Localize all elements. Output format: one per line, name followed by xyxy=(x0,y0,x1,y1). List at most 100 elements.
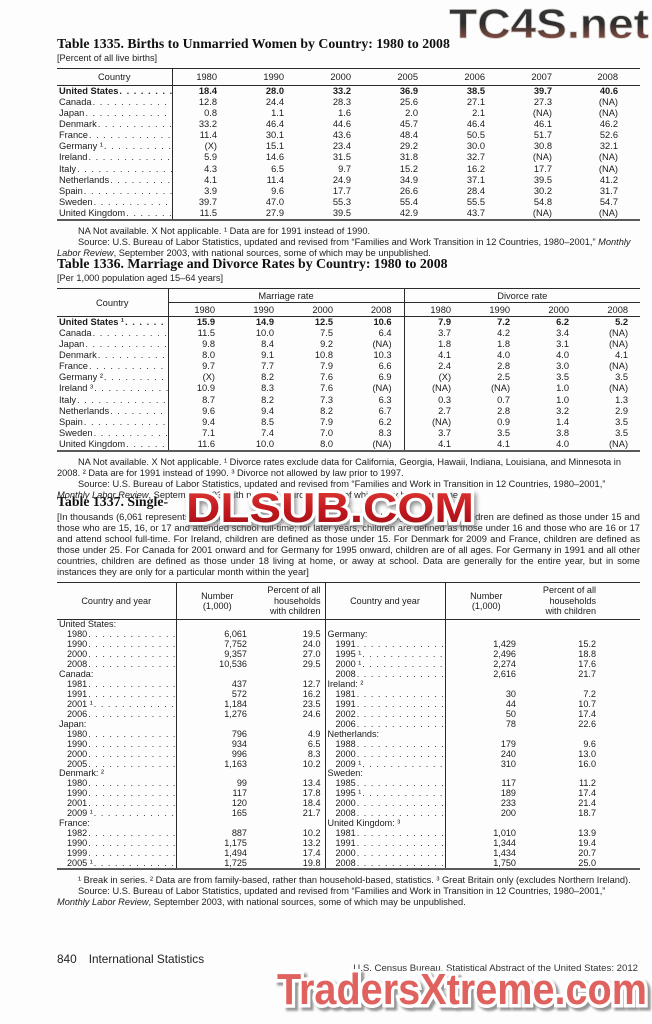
country-cell: France xyxy=(57,130,173,142)
number-cell: 437 xyxy=(231,679,247,690)
number-cell: 78 xyxy=(505,718,516,729)
divorce-rate-cell: 2.7 xyxy=(403,405,464,417)
marriage-rate-cell: 6.7 xyxy=(378,405,392,416)
value-cell: 52.6 xyxy=(599,130,618,141)
dot-leader xyxy=(83,418,168,427)
label-text: 1990 xyxy=(67,838,88,849)
table-1335-section: Table 1335. Births to Unmarried Women by… xyxy=(57,36,640,259)
value-cell: 3.9 xyxy=(204,185,217,196)
label-text: Germany ¹ xyxy=(59,141,103,152)
label-text: United Kingdom xyxy=(59,438,126,449)
number-cell: 1,725 xyxy=(224,857,247,868)
value-cell: 43.7 xyxy=(466,207,485,218)
marriage-rate-cell: 8.5 xyxy=(261,416,274,427)
table-row: Japan 9.8 8.4 9.2 (NA) 1.8 1.8 3.1 (NA) xyxy=(57,339,640,351)
marriage-rate-cell: 14.9 xyxy=(255,316,274,327)
number-cell: 887 xyxy=(231,828,247,839)
dot-leader-label: Denmark xyxy=(59,119,172,129)
divorce-rate-cell: 4.0 xyxy=(497,350,511,361)
dot-leader-label: 1981 xyxy=(328,829,445,838)
dot-leader-label: Italy xyxy=(59,395,168,405)
births-table-header-row: Country 1980 1990 2000 2005 2006 2007 20… xyxy=(57,68,640,86)
dot-leader xyxy=(93,859,176,868)
country-year-cell: Denmark: ² xyxy=(57,769,177,779)
value-cell: 39.7 xyxy=(198,196,217,207)
divorce-rate-cell: 1.0 xyxy=(556,394,570,405)
table-1335-footnote: NA Not available. X Not applicable. ¹ Da… xyxy=(57,226,640,237)
dot-leader xyxy=(124,318,167,327)
value-cell: 33.2 xyxy=(198,119,217,130)
dot-leader xyxy=(356,849,445,858)
table-1337-source: Source: U.S. Bureau of Labor Statistics,… xyxy=(57,886,640,908)
country-year-cell: 1981 xyxy=(324,829,446,839)
number-cell: 9,357 xyxy=(224,649,247,660)
marriage-rate-cell: 10.8 xyxy=(314,350,333,361)
value-cell: 23.4 xyxy=(332,141,351,152)
note-text: Source: U.S. Bureau of Labor Statistics,… xyxy=(78,886,606,897)
table-row: Ireland ³ 10.9 8.3 7.6 (NA) (NA) (NA) 1.0 (NA) xyxy=(57,383,640,395)
country-cell: United Kingdom xyxy=(57,207,173,221)
percent-cell: 24.0 xyxy=(302,639,321,650)
table-row: 1982 887 10.2 1981 1,010 13.9 xyxy=(57,829,640,839)
value-cell: (NA) xyxy=(598,163,618,174)
dot-leader-label: 2008 xyxy=(328,858,445,868)
country-year-cell: 1990 xyxy=(57,739,177,750)
country-year-cell: 2009 ¹ xyxy=(324,759,446,770)
value-cell: 39.5 xyxy=(332,207,351,218)
dot-leader xyxy=(125,440,167,449)
divorce-rate-cell: (NA) xyxy=(403,416,464,428)
value-cell: 42.9 xyxy=(399,207,418,218)
dot-leader xyxy=(356,740,445,749)
column-header-year: 2000 xyxy=(306,68,373,86)
marriage-rate-cell: 8.7 xyxy=(202,394,215,405)
dot-leader-label: Spain xyxy=(59,417,168,427)
percent-cell: 24.6 xyxy=(302,708,321,719)
dot-leader xyxy=(88,362,168,371)
divorce-rate-cell: 3.1 xyxy=(556,339,570,350)
column-header-percent: Percent of all households with children xyxy=(258,582,325,620)
divorce-rate-cell: 3.2 xyxy=(556,405,570,416)
column-header-year: 2000 xyxy=(286,302,345,317)
dot-leader-label: 2000 ¹ xyxy=(328,660,445,669)
percent-cell: 17.4 xyxy=(578,788,596,799)
country-year-cell: 2000 ¹ xyxy=(324,660,446,670)
table-row: United Kingdom 11.6 10.0 8.0 (NA) 4.1 4.1 4.0 (N… xyxy=(57,438,640,452)
table-1335-notes: NA Not available. X Not applicable. ¹ Da… xyxy=(57,226,640,259)
label-text: United Kingdom xyxy=(59,207,126,218)
marriage-rate-cell: 9.2 xyxy=(320,339,333,350)
percent-cell: 18.7 xyxy=(578,808,596,819)
table-row: 1990 1,175 13.2 1991 1,344 19.4 xyxy=(57,838,640,849)
dot-leader xyxy=(93,700,176,709)
divorce-rate-cell: 3.5 xyxy=(615,372,629,383)
country-year-cell: 2008 xyxy=(324,809,446,819)
number-cell: 7,752 xyxy=(224,639,247,650)
label-text: 2000 xyxy=(335,847,356,858)
value-cell: (NA) xyxy=(532,207,552,218)
country-year-cell: 1990 xyxy=(57,838,177,849)
number-cell: 99 xyxy=(236,778,247,789)
value-cell: 11.4 xyxy=(266,174,284,185)
percent-cell: 23.5 xyxy=(302,698,321,709)
marriage-rate-cell: 6.2 xyxy=(378,416,392,427)
divorce-rate-cell: 1.3 xyxy=(615,394,629,405)
value-cell: 37.1 xyxy=(466,174,485,185)
number-cell: 50 xyxy=(505,708,516,719)
table-1335-title: Table 1335. Births to Unmarried Women by… xyxy=(57,36,450,51)
value-cell: 1.6 xyxy=(338,108,351,119)
value-cell: 4.3 xyxy=(204,163,217,174)
note-text: Source: U.S. Bureau of Labor Statistics,… xyxy=(78,237,599,248)
marriage-rate-cell: 6.4 xyxy=(378,327,392,338)
dot-leader xyxy=(356,809,445,818)
births-table: Country 1980 1990 2000 2005 2006 2007 20… xyxy=(57,68,640,222)
marriage-rate-cell: 7.7 xyxy=(261,361,274,372)
dot-leader xyxy=(84,340,167,349)
dot-leader-label: 2009 ¹ xyxy=(328,759,445,769)
dot-leader-label: 1991 xyxy=(59,689,176,699)
percent-cell: 29.5 xyxy=(302,659,321,670)
marriage-rate-cell: 7.6 xyxy=(320,372,333,383)
dot-leader xyxy=(356,829,445,838)
value-cell: 2.1 xyxy=(472,108,485,119)
dot-leader-label: 2008 xyxy=(328,809,445,818)
dot-leader xyxy=(87,680,175,689)
dot-leader xyxy=(93,429,168,438)
